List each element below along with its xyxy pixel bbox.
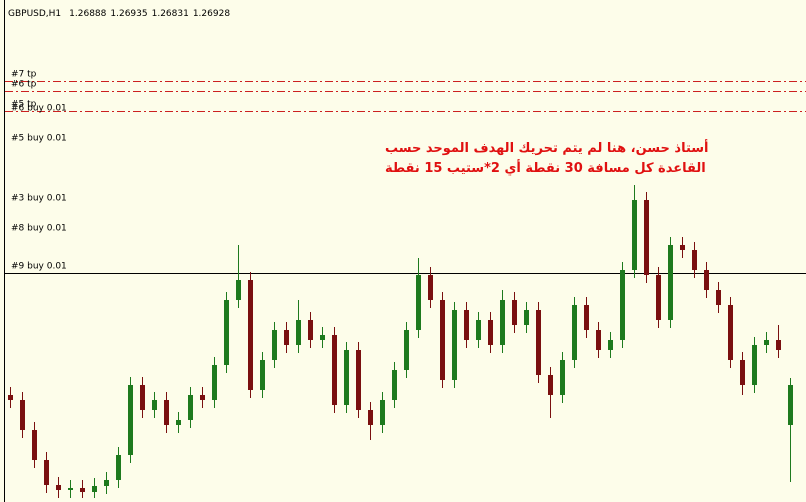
order-level-label: #9 buy 0.01	[11, 262, 67, 272]
annotation: أستاذ حسن، هنا لم يتم تحريك الهدف الموحد…	[385, 139, 709, 156]
candle-body	[392, 370, 397, 400]
order-level-label: #5 tp	[11, 100, 37, 110]
candle-body	[116, 455, 121, 480]
order-level-label: #6 buy 0.01	[11, 104, 67, 114]
candle-body	[8, 395, 13, 400]
candle-body	[560, 360, 565, 395]
candle-body	[440, 300, 445, 380]
candle-body	[608, 340, 613, 350]
order-level-label: #6 tp	[11, 80, 37, 90]
order-level-label: #8 buy 0.01	[11, 224, 67, 234]
quote-value: 1.26888	[69, 9, 106, 19]
candle-body	[332, 335, 337, 405]
candle-body	[536, 310, 541, 375]
candle-body	[668, 245, 673, 320]
candle-body	[284, 330, 289, 345]
candle-body	[500, 300, 505, 345]
candle-body	[692, 250, 697, 270]
candle-body	[236, 280, 241, 300]
candle-body	[164, 400, 169, 425]
candle-body	[140, 385, 145, 410]
candle-body	[644, 200, 649, 275]
candle-body	[620, 270, 625, 340]
candle-body	[80, 488, 85, 492]
candle-body	[104, 480, 109, 486]
candle-body	[344, 350, 349, 405]
candle-body	[740, 360, 745, 385]
candle-body	[224, 300, 229, 365]
header: GBPUSD,H1	[8, 9, 61, 19]
candle-body	[308, 320, 313, 340]
candle-body	[320, 335, 325, 340]
candle-body	[596, 330, 601, 350]
candle-body	[152, 400, 157, 410]
candle-body	[788, 385, 793, 425]
candle-body	[380, 400, 385, 425]
candle-body	[260, 360, 265, 390]
candle-body	[728, 305, 733, 360]
candle-body	[296, 320, 301, 345]
candle-body	[176, 420, 181, 425]
candle-body	[404, 330, 409, 370]
candle-body	[368, 410, 373, 425]
candle-body	[56, 485, 61, 490]
candle-body	[512, 300, 517, 325]
candle-body	[656, 275, 661, 320]
candle-body	[752, 345, 757, 385]
candle-body	[68, 488, 73, 490]
symbol: GBPUSD,H1	[8, 9, 61, 19]
quote-value: 1.26935	[110, 9, 147, 19]
candle-body	[356, 350, 361, 410]
candle-body	[584, 305, 589, 330]
candle-body	[548, 375, 553, 395]
candle-body	[764, 340, 769, 345]
candle-body	[428, 275, 433, 300]
order-level-label: #3 buy 0.01	[11, 194, 67, 204]
quote-value: 1.26831	[152, 9, 189, 19]
quote-value: 1.26928	[193, 9, 230, 19]
candle-body	[272, 330, 277, 360]
candle-body	[632, 200, 637, 270]
candle-body	[92, 486, 97, 492]
candle-body	[716, 290, 721, 305]
order-level-label: #5 buy 0.01	[11, 134, 67, 144]
candle-body	[200, 395, 205, 400]
candle-body	[416, 275, 421, 330]
annotation: القاعدة كل مسافة 30 نقطة أي 2*ستيب 15 نق…	[385, 159, 706, 176]
candle-body	[212, 365, 217, 400]
candle-body	[680, 245, 685, 250]
candle-body	[128, 385, 133, 455]
candle-body	[32, 430, 37, 460]
candle-body	[476, 320, 481, 340]
candle-body	[704, 270, 709, 290]
order-level-label: #7 tp	[11, 70, 37, 80]
candle-body	[44, 460, 49, 485]
candle-body	[248, 280, 253, 390]
candle-body	[20, 400, 25, 430]
candle-body	[464, 310, 469, 340]
candle-body	[188, 395, 193, 420]
candle-body	[488, 320, 493, 345]
candle-body	[524, 310, 529, 325]
candle-body	[452, 310, 457, 380]
candle-body	[776, 340, 781, 350]
candle-body	[572, 305, 577, 360]
